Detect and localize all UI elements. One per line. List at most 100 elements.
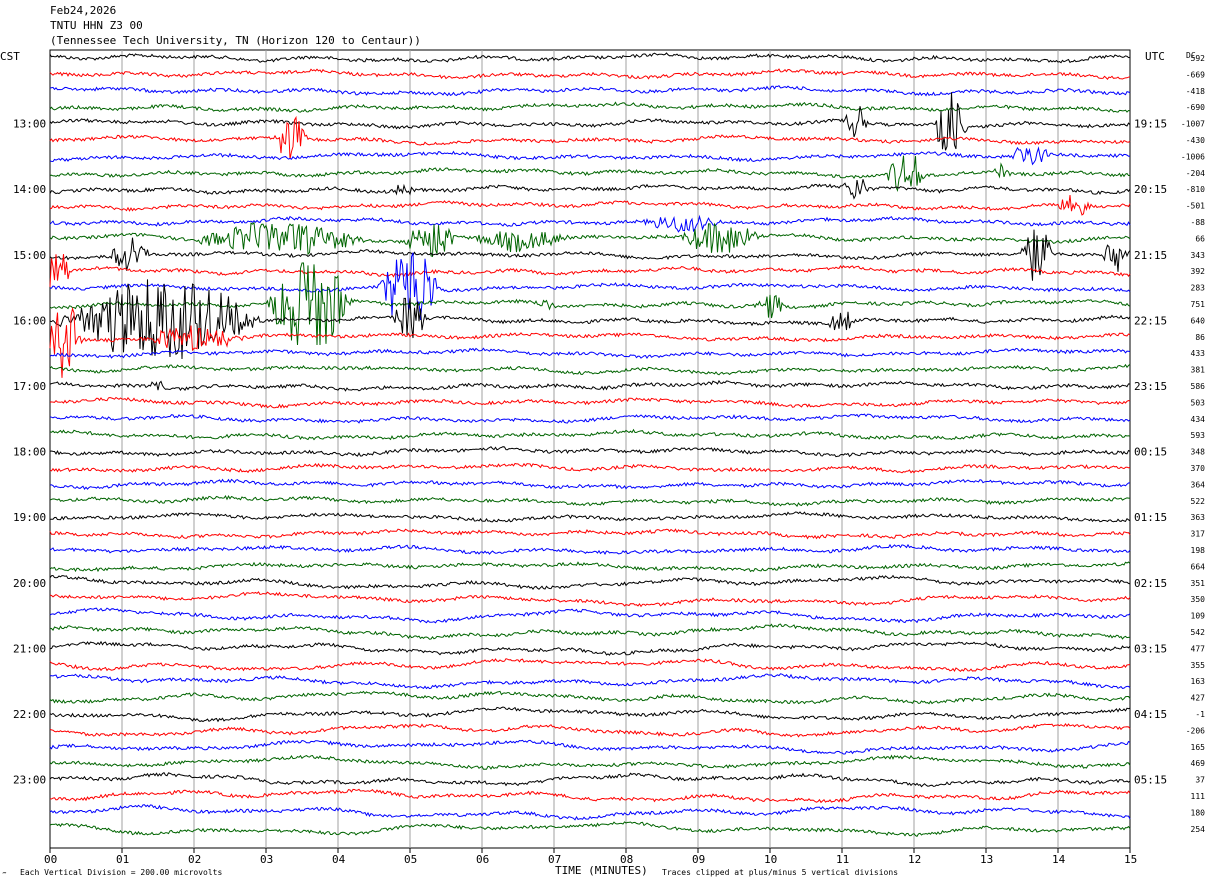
utc-hour-label: 22:15: [1134, 314, 1167, 327]
dc-offset-label: 198: [1191, 546, 1206, 555]
cst-hour-label: 23:00: [13, 774, 46, 787]
trace-line: [49, 623, 1131, 640]
trace-line: [49, 673, 1131, 690]
scale-note: Each Vertical Division = 200.00 microvol…: [20, 868, 222, 877]
trace-line: [49, 92, 1131, 151]
cst-hour-label: 16:00: [13, 314, 46, 327]
dc-offset-label: 254: [1191, 825, 1206, 834]
x-tick-label: 08: [620, 853, 633, 866]
dc-offset-label: 592: [1191, 54, 1206, 63]
trace-line: [49, 347, 1131, 360]
cst-hour-label: 21:00: [13, 642, 46, 655]
dc-offset-label: 586: [1191, 382, 1206, 391]
cst-hour-label: 19:00: [13, 511, 46, 524]
dc-offset-label: 434: [1191, 415, 1206, 424]
dc-offset-label: -204: [1186, 169, 1205, 178]
x-tick-label: 06: [476, 853, 489, 866]
trace-line: [49, 722, 1131, 738]
header-location: (Tennessee Tech University, TN (Horizon …: [50, 34, 421, 47]
trace-line: [49, 307, 1131, 378]
x-tick-label: 05: [404, 853, 417, 866]
cst-hour-label: 17:00: [13, 380, 46, 393]
dc-offset-label: 751: [1191, 300, 1206, 309]
header-date: Feb24,2026: [50, 4, 117, 17]
cst-hour-label: 14:00: [13, 183, 46, 196]
utc-hour-label: 04:15: [1134, 708, 1167, 721]
x-tick-label: 12: [908, 853, 921, 866]
clip-note: Traces clipped at plus/minus 5 vertical …: [662, 868, 898, 877]
dc-offset-label: 343: [1191, 251, 1206, 260]
dc-offset-label: -88: [1191, 218, 1206, 227]
corner-mark: ‴: [2, 871, 7, 880]
dc-offset-label: 37: [1195, 776, 1205, 785]
dc-offset-label: 180: [1191, 808, 1206, 817]
trace-line: [49, 254, 1131, 287]
utc-hour-label: 02:15: [1134, 577, 1167, 590]
dc-offset-label: 363: [1191, 513, 1206, 522]
dc-offset-label: 370: [1191, 464, 1206, 473]
dc-offset-label: -418: [1186, 87, 1205, 96]
cst-hour-label: 20:00: [13, 577, 46, 590]
dc-offset-label: -206: [1186, 726, 1205, 735]
dc-offset-label: 66: [1195, 234, 1205, 243]
utc-hour-label: 19:15: [1134, 118, 1167, 131]
trace-line: [49, 772, 1131, 788]
dc-offset-label: 364: [1191, 480, 1206, 489]
trace-line: [49, 607, 1131, 624]
trace-line: [49, 690, 1131, 705]
dc-offset-label: 350: [1191, 595, 1206, 604]
x-axis-title: TIME (MINUTES): [555, 864, 648, 877]
dc-offset-label: -669: [1186, 70, 1205, 79]
trace-line: [49, 214, 1131, 233]
utc-hour-label: 23:15: [1134, 380, 1167, 393]
trace-line: [49, 478, 1131, 490]
trace-line: [49, 706, 1131, 723]
utc-hour-label: 01:15: [1134, 511, 1167, 524]
dc-offset-label: 503: [1191, 398, 1206, 407]
dc-offset-label: 111: [1191, 792, 1206, 801]
cst-hour-label: 15:00: [13, 249, 46, 262]
dc-offset-label: 664: [1191, 562, 1206, 571]
dc-offset-label: 593: [1191, 431, 1206, 440]
dc-offset-label: 433: [1191, 349, 1206, 358]
trace-line: [49, 252, 1131, 320]
x-tick-label: 14: [1052, 853, 1066, 866]
dc-offset-label: 317: [1191, 530, 1206, 539]
right-timezone-label: UTC: [1145, 50, 1165, 63]
trace-line: [49, 194, 1131, 216]
x-tick-label: 09: [692, 853, 705, 866]
dc-offset-label: 640: [1191, 316, 1206, 325]
trace-line: [49, 279, 1131, 360]
trace-line: [49, 446, 1131, 458]
trace-line: [49, 221, 1131, 258]
trace-line: [49, 561, 1131, 573]
trace-line: [49, 591, 1131, 608]
plot-frame: [49, 49, 1131, 849]
trace-line: [49, 528, 1131, 540]
x-tick-label: 04: [332, 853, 346, 866]
header-station: TNTU HHN Z3 00: [50, 19, 143, 32]
dc-offset-label: -690: [1186, 103, 1205, 112]
dc-offset-label: 86: [1195, 333, 1205, 342]
trace-line: [49, 462, 1131, 474]
trace-line: [49, 754, 1131, 770]
axis-labels: 00 01 02 03 04 05 06 07 08 09 10 11 12 13 14 15 13:00 14:…: [13, 54, 1205, 866]
trace-line: [49, 179, 1131, 200]
dc-offset-label: 163: [1191, 677, 1206, 686]
trace-line: [49, 413, 1131, 424]
left-timezone-label: CST: [0, 50, 20, 63]
dc-offset-label: 381: [1191, 366, 1206, 375]
utc-hour-label: 20:15: [1134, 183, 1167, 196]
trace-line: [49, 115, 1131, 160]
x-tick-label: 13: [980, 853, 993, 866]
x-tick-label: 10: [764, 853, 777, 866]
utc-hour-label: 21:15: [1134, 249, 1167, 262]
utc-hour-label: 05:15: [1134, 774, 1167, 787]
cst-hour-label: 13:00: [13, 118, 46, 131]
dc-offset-label: -1007: [1181, 120, 1205, 129]
dc-offset-label: 427: [1191, 694, 1206, 703]
dc-offset-label: -501: [1186, 202, 1205, 211]
trace-line: [49, 788, 1131, 804]
dc-offset-label: 522: [1191, 497, 1206, 506]
